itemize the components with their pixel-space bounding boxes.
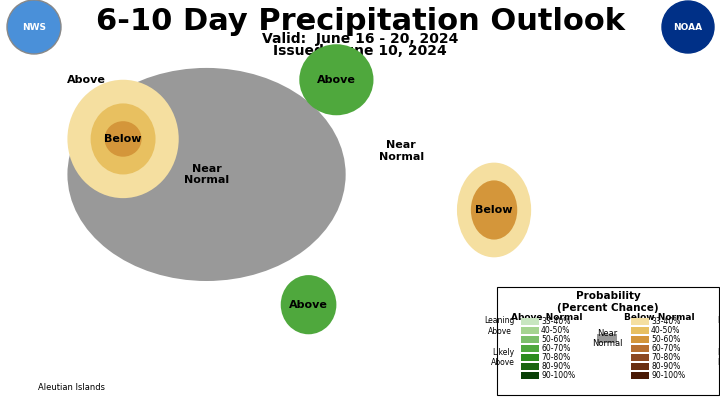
Text: Near
Normal: Near Normal <box>592 329 622 348</box>
Ellipse shape <box>457 163 531 257</box>
Text: Below: Below <box>475 205 513 215</box>
Text: 6-10 Day Precipitation Outlook: 6-10 Day Precipitation Outlook <box>96 7 624 36</box>
Text: Likely
Below: Likely Below <box>717 348 720 367</box>
Bar <box>597 334 617 343</box>
Bar <box>521 327 539 334</box>
Text: 80-90%: 80-90% <box>651 362 680 371</box>
Ellipse shape <box>68 68 346 281</box>
Text: 70-80%: 70-80% <box>541 353 570 362</box>
Text: Leaning
Below: Leaning Below <box>717 316 720 336</box>
Bar <box>631 372 649 379</box>
Text: 70-80%: 70-80% <box>651 353 680 362</box>
Ellipse shape <box>68 80 179 198</box>
Text: Below Normal: Below Normal <box>624 313 694 322</box>
Text: 33-40%: 33-40% <box>541 317 570 326</box>
Text: Near
Normal: Near Normal <box>184 164 229 185</box>
Text: Aleutian Islands: Aleutian Islands <box>38 382 106 392</box>
Text: 50-60%: 50-60% <box>651 335 680 344</box>
Text: NWS: NWS <box>22 23 46 32</box>
Text: 40-50%: 40-50% <box>541 326 570 335</box>
Bar <box>631 318 649 325</box>
Bar <box>631 354 649 361</box>
Text: 60-70%: 60-70% <box>541 344 570 353</box>
Text: Valid:  June 16 - 20, 2024: Valid: June 16 - 20, 2024 <box>262 32 458 46</box>
Bar <box>631 327 649 334</box>
Text: Near
Normal: Near Normal <box>379 140 424 162</box>
Text: 90-100%: 90-100% <box>541 371 575 380</box>
Ellipse shape <box>104 121 142 157</box>
Text: Above: Above <box>317 75 356 85</box>
Text: Above Normal: Above Normal <box>511 313 582 322</box>
Bar <box>631 345 649 352</box>
Text: 50-60%: 50-60% <box>541 335 570 344</box>
Bar <box>521 354 539 361</box>
Text: Above: Above <box>66 75 105 85</box>
Ellipse shape <box>300 44 374 115</box>
Ellipse shape <box>281 275 336 334</box>
Bar <box>521 336 539 343</box>
Text: Above: Above <box>289 300 328 310</box>
Text: Probability
(Percent Chance): Probability (Percent Chance) <box>557 291 659 313</box>
Bar <box>631 336 649 343</box>
Text: Leaning
Above: Leaning Above <box>485 316 515 336</box>
Text: Issued:  June 10, 2024: Issued: June 10, 2024 <box>273 44 447 58</box>
Bar <box>521 372 539 379</box>
Bar <box>497 287 719 395</box>
Text: 80-90%: 80-90% <box>541 362 570 371</box>
Bar <box>631 363 649 370</box>
Text: 33-40%: 33-40% <box>651 317 680 326</box>
Bar <box>521 318 539 325</box>
Text: Likely
Above: Likely Above <box>491 348 515 367</box>
Text: 90-100%: 90-100% <box>651 371 685 380</box>
Ellipse shape <box>471 180 517 240</box>
Text: NOAA: NOAA <box>673 23 703 32</box>
Text: 40-50%: 40-50% <box>651 326 680 335</box>
Ellipse shape <box>91 103 156 175</box>
Bar <box>521 345 539 352</box>
Bar <box>521 363 539 370</box>
Circle shape <box>662 1 714 53</box>
Text: Below: Below <box>104 134 142 144</box>
Text: 60-70%: 60-70% <box>651 344 680 353</box>
Circle shape <box>7 0 61 54</box>
